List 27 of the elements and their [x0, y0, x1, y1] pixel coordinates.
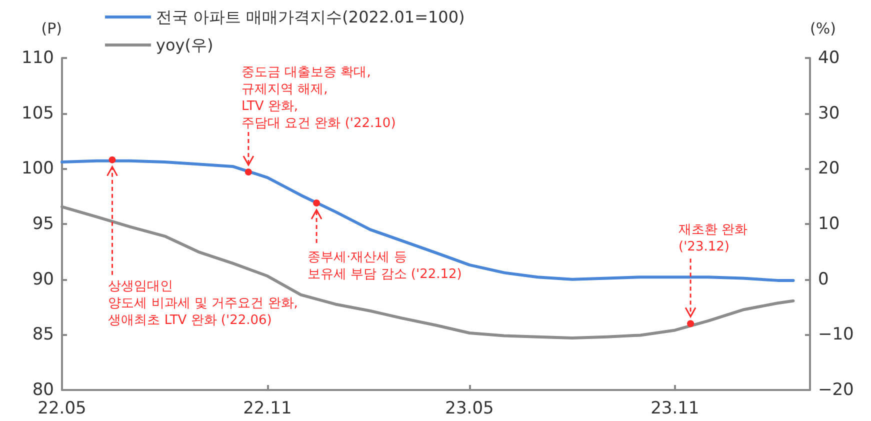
annotation: 재초환 완화 ('23.12) [678, 222, 748, 255]
x-tick-label: 22.05 [38, 398, 86, 418]
y-tick-label: 90 [32, 269, 54, 290]
annotation: 종부세·재산세 등 보유세 부담 감소 ('22.12) [308, 250, 462, 282]
y-tick-label: 110 [22, 48, 54, 68]
y2-tick-label: 20 [818, 158, 840, 179]
annotation: 중도금 대출보증 확대, 규제지역 해제, LTV 완화, 주담대 요건 완화 ('22.10) [241, 64, 396, 131]
x-tick-label: 23.05 [445, 398, 494, 418]
line-series [60, 159, 795, 282]
y2-tick-label: 30 [818, 103, 840, 124]
y-tick-label: 105 [22, 103, 54, 124]
y-tick-label: 95 [32, 214, 54, 234]
x-tick-label: 22.11 [243, 398, 292, 418]
x-tick-label: 23.11 [650, 398, 700, 418]
y-tick-label: 85 [32, 324, 54, 345]
y2-tick-label: −20 [818, 380, 854, 400]
y2-tick-label: 40 [818, 48, 840, 68]
legend-label: 전국 아파트 매매가격지수(2022.01=100) [156, 8, 465, 26]
y-tick-label: 100 [22, 158, 54, 179]
y2-tick-label: −10 [818, 324, 854, 345]
y2-tick-label: 0 [818, 269, 829, 290]
y-axis-title: (P) [41, 20, 62, 38]
y-tick-label: 80 [32, 380, 54, 400]
annotation: 상생임대인 양도세 비과세 및 거주요건 완화, 생애최초 LTV 완화 ('22.06) [108, 278, 298, 328]
y2-tick-label: 10 [818, 214, 840, 234]
y2-axis-title: (%) [810, 20, 836, 38]
legend-label: yoy(우) [156, 36, 214, 54]
